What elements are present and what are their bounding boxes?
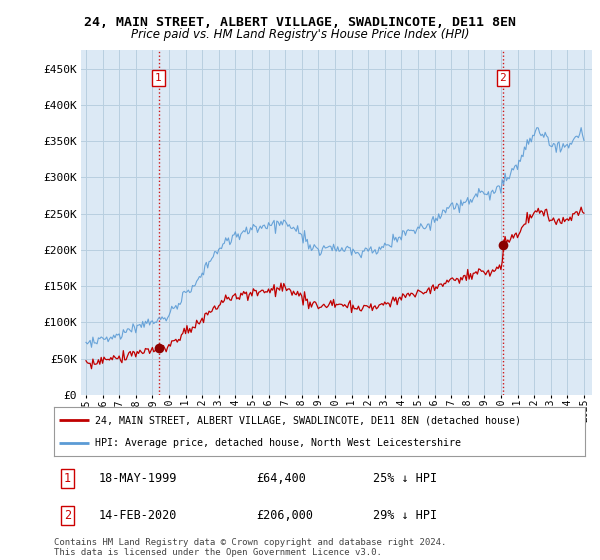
Text: 24, MAIN STREET, ALBERT VILLAGE, SWADLINCOTE, DE11 8EN: 24, MAIN STREET, ALBERT VILLAGE, SWADLIN… [84, 16, 516, 29]
Text: 14-FEB-2020: 14-FEB-2020 [99, 508, 178, 522]
Text: 29% ↓ HPI: 29% ↓ HPI [373, 508, 437, 522]
Text: HPI: Average price, detached house, North West Leicestershire: HPI: Average price, detached house, Nort… [95, 438, 461, 448]
Text: 18-MAY-1999: 18-MAY-1999 [99, 472, 178, 486]
Text: 2: 2 [64, 508, 71, 522]
Text: Price paid vs. HM Land Registry's House Price Index (HPI): Price paid vs. HM Land Registry's House … [131, 28, 469, 41]
Text: 1: 1 [64, 472, 71, 486]
Text: £206,000: £206,000 [256, 508, 313, 522]
Text: 24, MAIN STREET, ALBERT VILLAGE, SWADLINCOTE, DE11 8EN (detached house): 24, MAIN STREET, ALBERT VILLAGE, SWADLIN… [95, 416, 521, 426]
Text: 1: 1 [155, 73, 162, 83]
Text: £64,400: £64,400 [256, 472, 305, 486]
Text: 25% ↓ HPI: 25% ↓ HPI [373, 472, 437, 486]
Text: Contains HM Land Registry data © Crown copyright and database right 2024.
This d: Contains HM Land Registry data © Crown c… [54, 538, 446, 557]
Text: 2: 2 [500, 73, 506, 83]
